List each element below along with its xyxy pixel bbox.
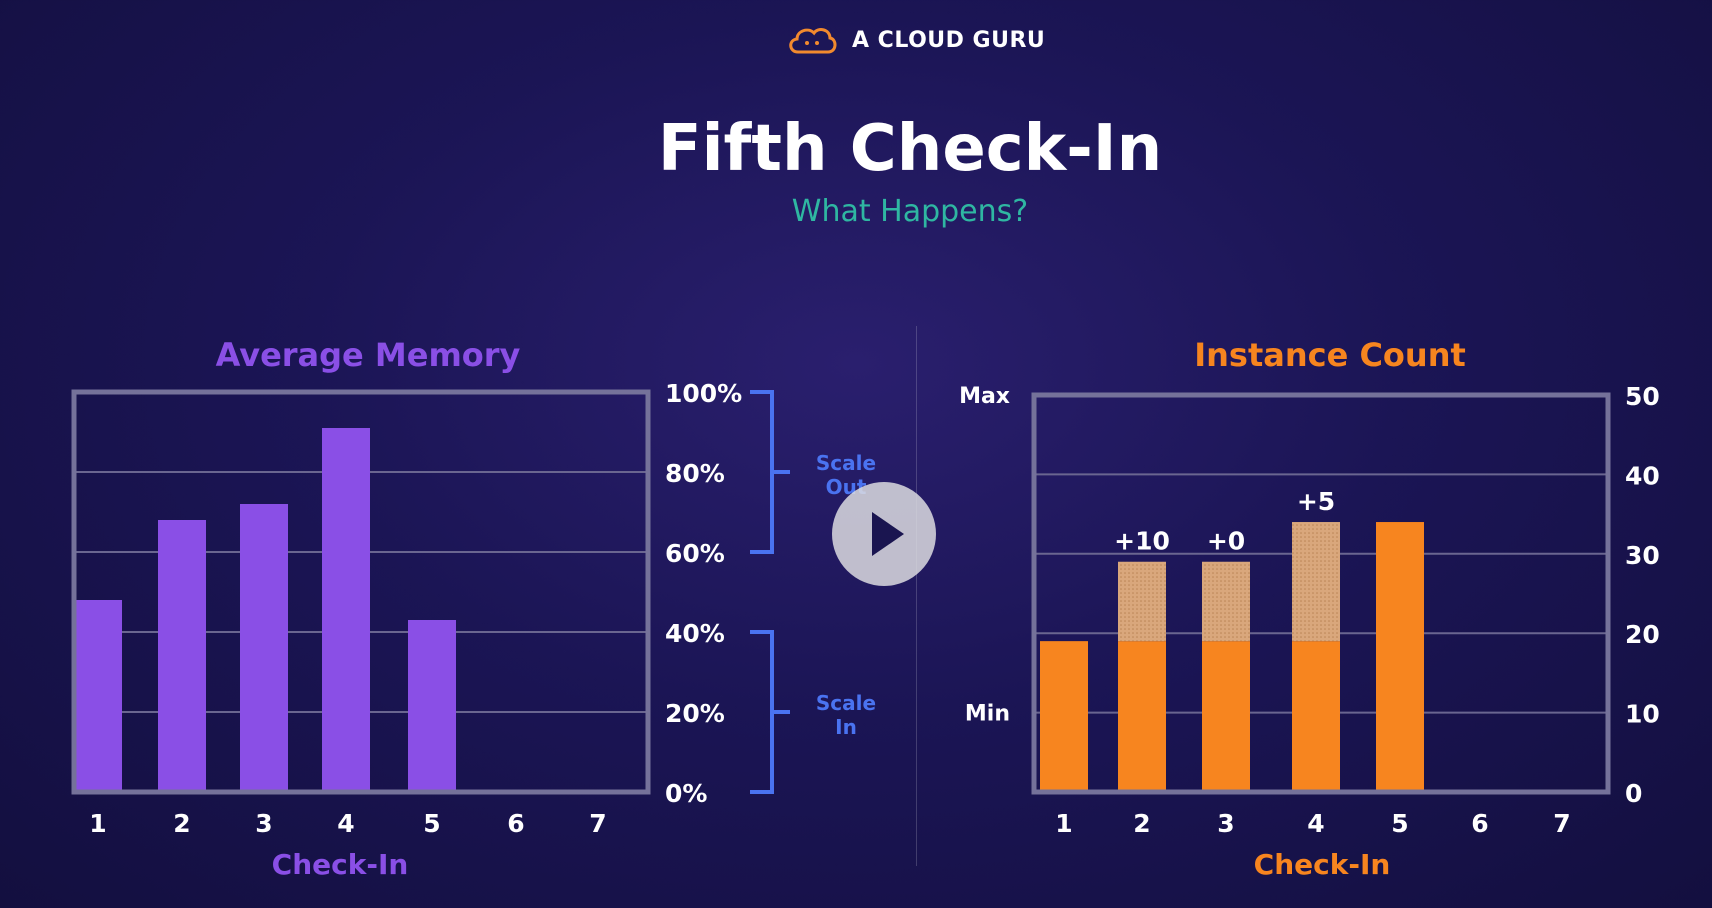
x-tick-label: 3 [255, 809, 272, 838]
brand-logo: A CLOUD GURU [786, 22, 1045, 58]
y-tick-label: 10 [1625, 700, 1660, 729]
x-tick-label: 5 [1391, 809, 1408, 838]
bracket-label: Scale [816, 691, 876, 715]
chart-title: Average Memory [216, 336, 521, 374]
bar-annotation: +5 [1297, 487, 1335, 516]
chart-divider [916, 326, 917, 866]
x-tick-label: 6 [507, 809, 524, 838]
x-tick-label: 3 [1217, 809, 1234, 838]
y-tick-label: 20 [1625, 620, 1660, 649]
added-bar-3 [1202, 561, 1250, 642]
bar-4 [322, 428, 370, 792]
bar-3 [240, 504, 288, 792]
x-tick-label: 4 [337, 809, 354, 838]
x-tick-label: 1 [1055, 809, 1072, 838]
y-tick-label: 20% [665, 699, 725, 728]
y-tick-label: 80% [665, 459, 725, 488]
bracket-scale-out [750, 390, 790, 554]
bar-4 [1292, 641, 1340, 792]
y-tick-label: 40% [665, 619, 725, 648]
brand-name: A CLOUD GURU [852, 27, 1046, 53]
x-axis-label: Check-In [1254, 848, 1391, 881]
plot-frame [71, 389, 651, 795]
bar-1 [74, 600, 122, 792]
range-label-max: Max [959, 384, 1010, 409]
added-bar-2 [1118, 561, 1166, 642]
added-bar-4 [1292, 522, 1340, 642]
bracket-label: Scale [816, 451, 876, 475]
page-subtitle: What Happens? [791, 194, 1029, 229]
y-tick-label: 30 [1625, 541, 1660, 570]
x-tick-label: 7 [1553, 809, 1570, 838]
x-tick-label: 6 [1471, 809, 1488, 838]
play-button[interactable] [832, 482, 936, 586]
play-icon [872, 512, 904, 556]
bar-2 [1118, 641, 1166, 792]
bar-3 [1202, 641, 1250, 792]
y-tick-label: 50 [1625, 382, 1660, 411]
bar-annotation: +0 [1207, 527, 1245, 556]
x-tick-label: 2 [1133, 809, 1150, 838]
y-tick-label: 0 [1625, 779, 1642, 808]
bracket-scale-in [750, 630, 790, 794]
range-label-min: Min [965, 702, 1010, 727]
x-tick-label: 7 [589, 809, 606, 838]
y-tick-label: 0% [665, 779, 707, 808]
x-tick-label: 5 [423, 809, 440, 838]
bar-5 [1376, 522, 1424, 792]
chart-title: Instance Count [1194, 336, 1466, 374]
x-tick-label: 2 [173, 809, 190, 838]
x-tick-label: 4 [1307, 809, 1324, 838]
bracket-label: In [835, 715, 857, 739]
bar-5 [408, 620, 456, 792]
bar-1 [1040, 641, 1088, 792]
cloud-icon [789, 28, 837, 54]
plot-frame [1031, 392, 1611, 795]
x-axis-label: Check-In [272, 848, 409, 881]
y-tick-label: 100% [665, 379, 742, 408]
x-tick-label: 1 [89, 809, 106, 838]
y-tick-label: 60% [665, 539, 725, 568]
y-tick-label: 40 [1625, 461, 1660, 490]
bar-annotation: +10 [1114, 527, 1170, 556]
bar-2 [158, 520, 206, 792]
page-title: Fifth Check-In [657, 112, 1163, 186]
